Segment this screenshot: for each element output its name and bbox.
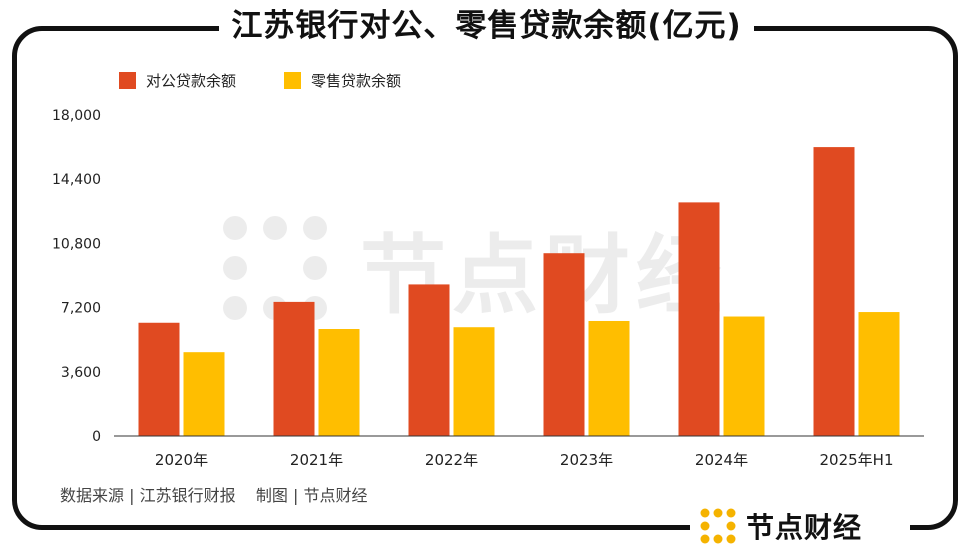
bar-retail [858, 312, 900, 436]
x-tick-label: 2022年 [425, 451, 478, 469]
bar-corporate [138, 322, 180, 436]
brand-dot [713, 534, 723, 544]
brand-name: 节点财经 [746, 511, 863, 544]
bar-corporate [408, 284, 450, 436]
x-tick-label: 2025年H1 [820, 451, 894, 469]
bar-retail [183, 352, 225, 436]
bar-corporate [273, 301, 315, 436]
legend-item-retail: 零售贷款余额 [284, 70, 401, 91]
bar-corporate [813, 147, 855, 436]
title-bar: 江苏银行对公、零售贷款余额(亿元) [0, 4, 973, 48]
legend-label-retail: 零售贷款余额 [311, 72, 402, 90]
brand-dot [726, 534, 736, 544]
bar-corporate [543, 253, 585, 436]
brand-dot [700, 534, 710, 544]
y-tick-label: 10,800 [52, 236, 101, 252]
legend-swatch-corporate [119, 72, 136, 89]
brand-dot [700, 521, 710, 531]
bar-retail [723, 316, 765, 436]
x-tick-label: 2024年 [695, 451, 748, 469]
y-tick-label: 7,200 [61, 301, 101, 317]
x-tick-label: 2023年 [560, 451, 613, 469]
y-tick-label: 3,600 [61, 365, 101, 381]
y-tick-label: 18,000 [52, 108, 101, 124]
source-note: 数据来源 | 江苏银行财报 制图 | 节点财经 [60, 486, 368, 505]
legend: 对公贷款余额 零售贷款余额 [119, 70, 449, 91]
y-tick-label: 0 [92, 429, 101, 445]
x-tick-label: 2020年 [155, 451, 208, 469]
legend-swatch-retail [284, 72, 302, 89]
brand-dot [726, 521, 736, 531]
y-tick-label: 14,400 [52, 172, 101, 188]
legend-label-corporate: 对公贷款余额 [146, 72, 237, 90]
brand-dot [713, 508, 723, 518]
dot-grid-logo-icon [700, 508, 736, 544]
brand-logo: 节点财经 [700, 506, 862, 546]
brand-dot [700, 508, 710, 518]
legend-item-corporate: 对公贷款余额 [119, 70, 236, 91]
bar-retail [453, 327, 495, 436]
x-tick-label: 2021年 [290, 451, 343, 469]
brand-dot [726, 508, 736, 518]
bar-retail [588, 320, 630, 436]
chart-title: 江苏银行对公、零售贷款余额(亿元) [219, 4, 754, 48]
bar-corporate [678, 202, 720, 436]
bar-retail [318, 329, 360, 436]
